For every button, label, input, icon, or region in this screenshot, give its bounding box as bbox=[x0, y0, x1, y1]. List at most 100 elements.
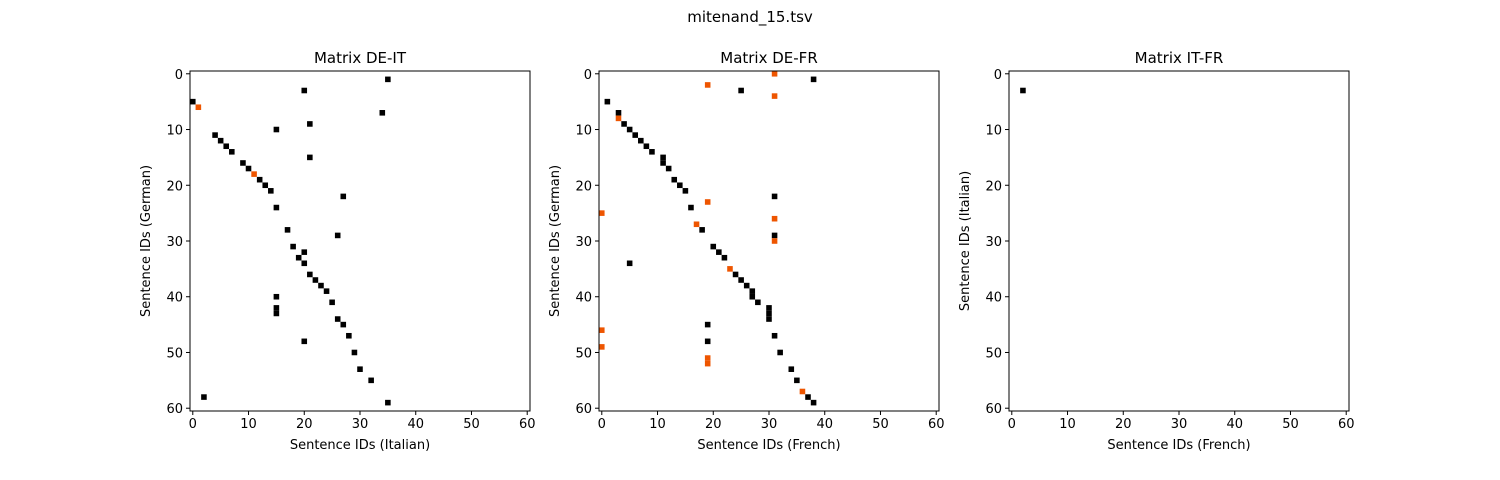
heatmap-cell bbox=[771, 193, 778, 200]
heatmap-cell bbox=[693, 221, 700, 228]
heatmap-cell bbox=[273, 305, 280, 311]
y-tick-label: 60 bbox=[166, 402, 183, 417]
heatmap-cell bbox=[312, 277, 319, 283]
heatmap-cell bbox=[766, 316, 772, 322]
heatmap-cell bbox=[671, 176, 678, 183]
x-tick-label: 40 bbox=[407, 417, 424, 432]
heatmap-cell bbox=[212, 132, 218, 138]
panel-2: 0 10 20 30 40 50 60 0 10 20 30 40 50 60 Matrix DE-FR Se… bbox=[548, 49, 944, 453]
panels: 0 10 20 30 40 50 60 0 10 20 30 40 50 60 Matrix DE-IT Se… bbox=[139, 49, 1354, 453]
heatmap-cell bbox=[749, 293, 756, 300]
y-axis-label: Sentence IDs (German) bbox=[548, 165, 563, 317]
heatmap-cell bbox=[340, 321, 347, 328]
heatmap-cell bbox=[716, 249, 722, 255]
heatmap-cell bbox=[777, 349, 783, 356]
x-tick-label: 60 bbox=[928, 417, 945, 432]
y-tick-label: 30 bbox=[166, 235, 183, 250]
panel-title: Matrix DE-FR bbox=[720, 49, 818, 67]
heatmap-cell bbox=[788, 366, 795, 372]
heatmap-cell bbox=[688, 204, 694, 211]
heatmap-cell bbox=[190, 98, 196, 105]
heatmap-cell bbox=[660, 154, 666, 161]
heatmap-cell bbox=[738, 87, 744, 94]
x-tick-label: 20 bbox=[705, 417, 722, 432]
heatmap-cell bbox=[704, 321, 711, 328]
heatmap-cell bbox=[626, 260, 633, 267]
heatmap-cell bbox=[334, 232, 341, 239]
x-tick-label: 60 bbox=[1338, 417, 1355, 432]
x-tick-label: 10 bbox=[240, 417, 257, 432]
heatmap-cell bbox=[710, 243, 717, 250]
y-tick-label: 50 bbox=[575, 346, 592, 361]
heatmap-cell bbox=[660, 160, 666, 166]
x-tick-label: 30 bbox=[1171, 417, 1188, 432]
heatmap-cell bbox=[704, 355, 711, 361]
heatmap-cell bbox=[643, 143, 650, 150]
heatmap-cell bbox=[201, 394, 207, 400]
heatmap-cell bbox=[699, 227, 705, 233]
x-tick-label: 40 bbox=[1226, 417, 1243, 432]
y-tick-label: 30 bbox=[985, 235, 1002, 250]
heatmap-cell bbox=[794, 377, 800, 384]
heatmap-cell bbox=[290, 243, 296, 250]
heatmap-cell bbox=[301, 249, 308, 255]
heatmap-cell bbox=[682, 188, 689, 194]
heatmap-cell bbox=[771, 93, 778, 99]
x-tick-label: 0 bbox=[189, 417, 197, 432]
heatmap-cell bbox=[810, 399, 817, 406]
heatmap-cell bbox=[262, 182, 269, 189]
heatmap-cell bbox=[251, 171, 257, 177]
heatmap-cell bbox=[256, 176, 263, 183]
x-tick-label: 0 bbox=[1008, 417, 1016, 432]
heatmap-cell bbox=[749, 288, 756, 294]
heatmap-cell bbox=[229, 149, 235, 155]
y-tick-label: 20 bbox=[985, 179, 1002, 194]
panel-1: 0 10 20 30 40 50 60 0 10 20 30 40 50 60 Matrix DE-IT Se… bbox=[139, 49, 535, 453]
heatmap-cell bbox=[240, 160, 246, 166]
x-axis-label: Sentence IDs (French) bbox=[1107, 438, 1250, 453]
heatmap-cell bbox=[385, 76, 391, 83]
panel-3: 0 10 20 30 40 50 60 0 10 20 30 40 50 60 Matrix IT-FR Se… bbox=[958, 49, 1354, 453]
heatmap-cell bbox=[385, 399, 391, 406]
heatmap-cell bbox=[677, 182, 683, 189]
y-tick-label: 10 bbox=[985, 124, 1002, 139]
y-axis-label: Sentence IDs (German) bbox=[139, 165, 154, 317]
heatmap-cell bbox=[727, 266, 733, 272]
heatmap-cell bbox=[599, 210, 605, 216]
y-tick-label: 0 bbox=[584, 68, 592, 83]
heatmap-cell bbox=[599, 327, 605, 333]
heatmap-cell bbox=[273, 310, 280, 317]
heatmap-cell bbox=[615, 110, 622, 116]
heatmap-cell bbox=[273, 126, 280, 133]
heatmap-cell bbox=[307, 271, 313, 278]
heatmap-cell bbox=[301, 87, 308, 94]
heatmap-cell bbox=[346, 332, 352, 339]
y-tick-label: 40 bbox=[985, 291, 1002, 306]
heatmap-cell bbox=[626, 126, 633, 133]
panel-title: Matrix DE-IT bbox=[314, 49, 407, 67]
figure-suptitle: mitenand_15.tsv bbox=[687, 8, 813, 27]
heatmap-cell bbox=[307, 154, 313, 161]
heatmap-cell bbox=[632, 132, 639, 138]
heatmap-cell bbox=[766, 310, 772, 317]
heatmap-cell bbox=[638, 137, 644, 144]
x-tick-label: 50 bbox=[463, 417, 480, 432]
heatmap-cell bbox=[334, 316, 341, 322]
heatmap-cell bbox=[368, 377, 374, 384]
heatmap-cell bbox=[357, 366, 363, 372]
heatmap-cell bbox=[732, 271, 739, 278]
x-axis-label: Sentence IDs (Italian) bbox=[290, 438, 430, 453]
heatmap-cell bbox=[268, 188, 274, 194]
heatmap-cell bbox=[340, 193, 347, 200]
x-tick-label: 50 bbox=[1282, 417, 1299, 432]
y-tick-label: 20 bbox=[575, 179, 592, 194]
heatmap-cell bbox=[318, 282, 324, 289]
heatmap-cell bbox=[810, 76, 817, 83]
heatmap-cell bbox=[217, 137, 224, 144]
y-tick-label: 40 bbox=[575, 291, 592, 306]
heatmap-cell bbox=[1020, 87, 1026, 94]
heatmap-cell bbox=[771, 332, 778, 339]
heatmap-cell bbox=[245, 165, 252, 172]
heatmap-cell bbox=[649, 149, 655, 155]
